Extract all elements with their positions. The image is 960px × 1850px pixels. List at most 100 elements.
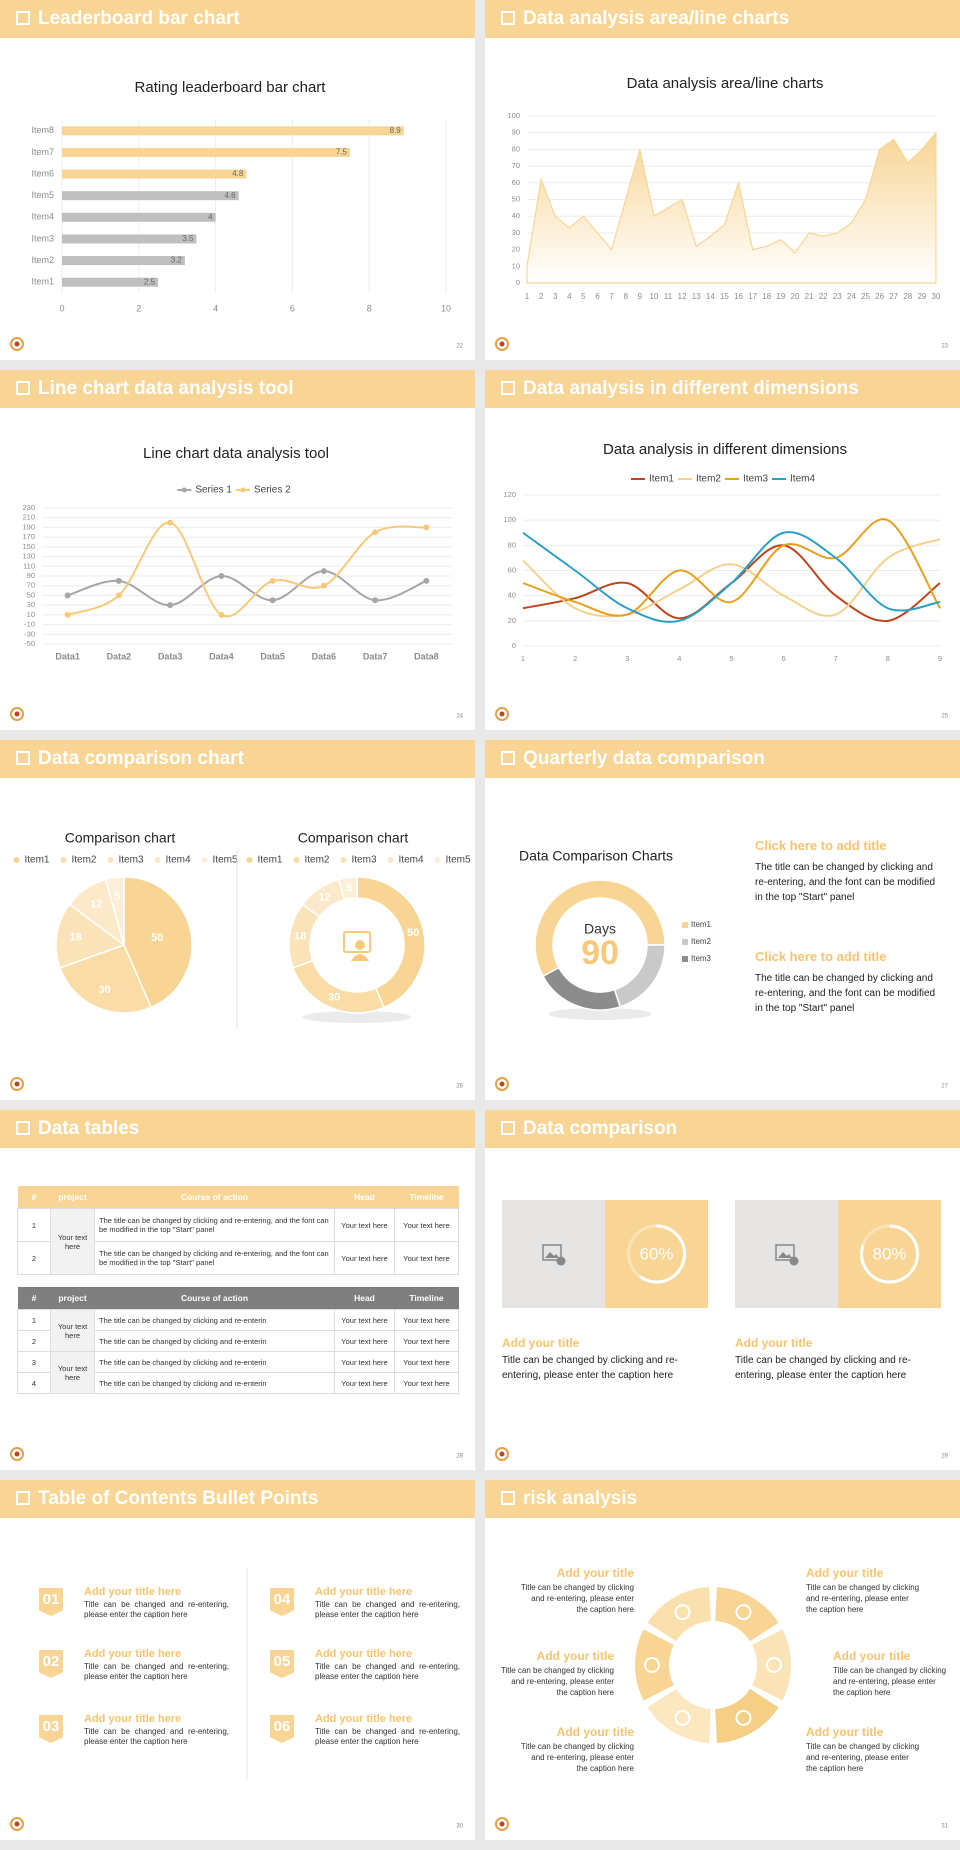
x-tick-label: 8 xyxy=(886,654,890,663)
y-tick-label: 100 xyxy=(503,515,516,524)
y-tick-label: 0 xyxy=(516,278,520,287)
slice xyxy=(356,876,426,1009)
x-tick-label: 6 xyxy=(782,654,786,663)
header-checkbox xyxy=(501,1491,515,1505)
slice xyxy=(123,876,193,1009)
x-tick-label: Data2 xyxy=(107,651,132,661)
y-tick-label: 190 xyxy=(22,522,35,531)
cycle-segment xyxy=(752,1629,791,1701)
header-cell: project xyxy=(50,1287,95,1310)
x-tick-label: 9 xyxy=(938,654,942,663)
item-text: Title can be changed and re-entering, pl… xyxy=(315,1600,460,1619)
slide-header: Leaderboard bar chart xyxy=(0,0,475,38)
header-checkbox xyxy=(501,751,515,765)
block-text: The title can be changed by clicking and… xyxy=(755,973,936,1014)
data-label: 5 xyxy=(346,882,352,894)
legend-label: Item1 xyxy=(24,855,49,866)
slide-canvas: 27 Data Comparison Charts Item1 Item2 Item3 D… xyxy=(495,848,949,1091)
legend-item: Item2 xyxy=(60,855,97,866)
y-tick-label: 50 xyxy=(512,194,520,203)
slide-header: Data analysis area/line charts xyxy=(485,0,960,38)
cell: The title can be changed by clicking and… xyxy=(94,1309,335,1331)
header-cell: project xyxy=(50,1186,95,1209)
x-tick-label: Data4 xyxy=(209,651,234,661)
data-label: 7.5 xyxy=(336,148,348,157)
slide-header: Data comparison chart xyxy=(0,740,475,778)
y-tick-label: 230 xyxy=(22,503,35,512)
item-text: Title can be changed and re-entering, pl… xyxy=(84,1600,229,1619)
slide-canvas: 30 xyxy=(10,1568,464,1831)
point xyxy=(423,524,430,531)
series-line xyxy=(67,521,427,618)
logo-dot xyxy=(499,1451,505,1457)
chart-title: Comparison chart xyxy=(65,830,176,846)
logo-dot xyxy=(14,1821,20,1827)
chart-title: Data analysis in different dimensions xyxy=(603,441,847,458)
x-tick-label: 11 xyxy=(664,292,673,301)
x-tick-label: 6 xyxy=(290,303,295,313)
point xyxy=(167,602,174,609)
data-label: 50 xyxy=(407,927,419,939)
y-tick-label: 0 xyxy=(512,641,516,650)
slide-canvas: 24 Line chart data analysis tool -50-30-10… xyxy=(10,445,464,721)
header-cell: Timeline xyxy=(394,1287,459,1310)
table-row: 1 Your text here The title can be changed … xyxy=(17,1208,459,1275)
table-row: 2 The title can be changed by clicking an… xyxy=(17,1330,459,1352)
slide: 22 Rating leaderboard bar chart 0 2 4 6 8 10 Ite… xyxy=(0,0,475,360)
cycle-icon xyxy=(644,1657,660,1673)
legend-item: Item2 xyxy=(682,937,712,946)
item-title: Add your title here xyxy=(315,1713,413,1725)
logo-dot xyxy=(499,1821,505,1827)
y-tick-label: 60 xyxy=(508,565,516,574)
y-tick-label: 70 xyxy=(27,581,35,590)
cell: 2 xyxy=(17,1330,51,1352)
slide: 29 Data comparison 60% Add your title Title … xyxy=(485,1110,960,1470)
slice xyxy=(337,876,358,901)
slide-header: Table of Contents Bullet Points xyxy=(0,1480,475,1518)
point xyxy=(218,573,225,579)
data-label: 4.6 xyxy=(225,191,237,200)
point xyxy=(320,582,327,589)
percent-label: 80% xyxy=(872,1244,906,1263)
cycle-icon xyxy=(766,1657,782,1673)
project-cell: Your text here xyxy=(50,1208,95,1275)
risk-title: Add your title xyxy=(556,1725,634,1739)
slide-canvas: 26 Comparison chart 50 30 18 12 5 Item1 Item2 Ite… xyxy=(10,830,471,1091)
slide-header: Data tables xyxy=(0,1110,475,1148)
y-tick-label: 10 xyxy=(512,261,520,270)
x-tick-label: 5 xyxy=(729,654,733,663)
legend-item: Item3 xyxy=(725,474,768,485)
legend-swatch xyxy=(682,939,688,945)
cell: Your text here xyxy=(334,1330,395,1352)
page-number: 30 xyxy=(456,1824,463,1830)
number-badge: 05 xyxy=(270,1650,294,1678)
item-text: Title can be changed and re-entering, pl… xyxy=(84,1662,229,1681)
page-number: 26 xyxy=(456,1084,463,1090)
percent-pane: 80% xyxy=(838,1200,941,1308)
legend-label: Item4 xyxy=(166,855,191,866)
bar xyxy=(62,212,216,222)
risk-text: Title can be changed by clicking and re-… xyxy=(520,1583,634,1614)
legend-item: Series 2 xyxy=(236,485,291,496)
x-tick-label: Data1 xyxy=(55,651,80,661)
header-checkbox xyxy=(501,1121,515,1135)
slide: 24 Line chart data analysis tool -50 -30 -10… xyxy=(0,370,475,730)
chart-title: Comparison chart xyxy=(298,830,409,846)
legend-swatch xyxy=(107,857,114,863)
x-tick-label: Data6 xyxy=(312,651,337,661)
chart-title: Data analysis area/line charts xyxy=(627,75,824,92)
icon-plus xyxy=(789,1256,799,1266)
legend-swatch xyxy=(154,857,161,863)
legend-label: Item2 xyxy=(691,937,712,946)
x-tick-label: 2 xyxy=(136,303,141,313)
legend-item: Item3 xyxy=(682,954,712,963)
cell: The title can be changed by clicking and… xyxy=(94,1351,335,1373)
table-row: 2 The title can be changed by clicking an… xyxy=(17,1241,459,1275)
x-tick-label: 12 xyxy=(678,292,687,301)
point xyxy=(115,592,122,599)
slide-canvas: 29 xyxy=(495,1447,949,1461)
point xyxy=(218,611,225,618)
y-tick-label: 30 xyxy=(512,228,520,237)
logo-dot xyxy=(499,1081,505,1087)
y-tick-label: -10 xyxy=(24,620,35,629)
